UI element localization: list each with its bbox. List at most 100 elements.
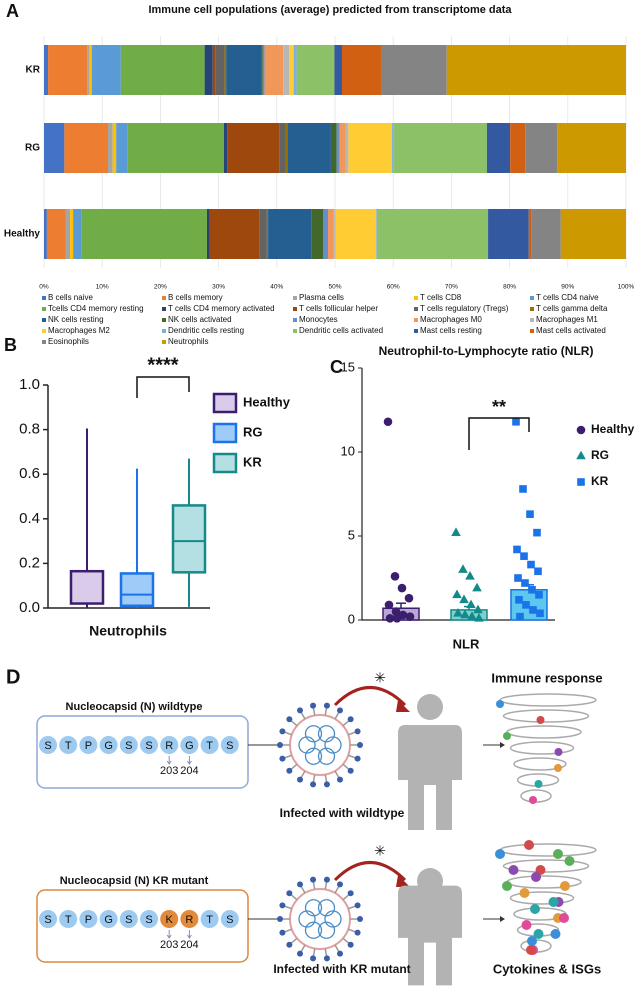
spike-head [277, 742, 283, 748]
residue-letter: R [165, 740, 173, 752]
legend-label: NK cells activated [168, 315, 232, 324]
legend-swatch [414, 296, 418, 300]
spike-head [286, 941, 293, 948]
bar-segment [348, 123, 393, 173]
x-tick-label: 0% [39, 284, 49, 291]
point [383, 417, 393, 427]
legend-label: Monocytes [299, 315, 338, 324]
position-arrow [186, 930, 192, 939]
icon: ✳ [374, 843, 386, 859]
residue [39, 736, 57, 754]
legend-label: T cells CD4 memory activated [168, 304, 275, 313]
residue-letter: G [185, 740, 194, 752]
outcome: Immune response [491, 670, 602, 685]
point [519, 485, 527, 493]
cytokine [564, 856, 575, 866]
bar-segment [224, 45, 227, 95]
legend-label: Dendritic cells activated [299, 326, 383, 335]
point [512, 417, 520, 426]
point [460, 609, 470, 619]
residue [220, 736, 239, 754]
spike-head [347, 716, 354, 723]
bar-segment [209, 209, 260, 259]
bar-segment [393, 123, 487, 173]
spike-head [310, 955, 317, 962]
bar-segment [264, 45, 284, 95]
residue [59, 736, 78, 754]
legend-label: Healthy [243, 394, 291, 409]
bar-segment [488, 209, 529, 259]
cytokine [495, 849, 505, 859]
tornado-ring [502, 859, 590, 873]
legend-marker [577, 478, 585, 486]
residue [180, 910, 199, 928]
bar-segment [323, 209, 329, 259]
y-tick-label: 0.6 [19, 465, 40, 482]
spike-head [279, 929, 286, 936]
legend-label: Macrophages M1 [536, 315, 598, 324]
legend-swatch [293, 296, 297, 300]
point [474, 613, 484, 622]
legend-swatch [414, 307, 418, 311]
rna-coil [317, 747, 336, 765]
spike-head [297, 881, 303, 888]
spike-head [286, 767, 293, 774]
bar-segment [227, 123, 280, 173]
point [405, 612, 415, 621]
bar-segment [528, 209, 532, 259]
legend-swatch [212, 452, 238, 474]
rna-coil [317, 921, 336, 939]
legend-label: Healthy [591, 422, 635, 436]
tornado [495, 840, 597, 955]
bar-segment [293, 45, 297, 95]
point [516, 612, 524, 621]
significance: **** [147, 354, 178, 376]
bar-segment [262, 45, 265, 95]
point [384, 600, 394, 610]
point [385, 614, 395, 623]
spike-head [354, 755, 361, 762]
spike-head [310, 702, 317, 709]
point [514, 574, 522, 582]
bar-segment [44, 209, 47, 259]
point [527, 560, 535, 569]
residue-letter: P [85, 740, 92, 752]
point [459, 594, 469, 604]
residue-letter: T [206, 914, 213, 926]
y-tick-label: KR [26, 65, 41, 76]
caption: Infected with KR mutant [273, 962, 410, 976]
residue [59, 910, 78, 928]
bar-segment [279, 123, 286, 173]
spike-head [337, 776, 343, 783]
y-tick-label: 1.0 [19, 376, 40, 393]
legend-label: T cells gamma delta [536, 304, 608, 313]
panel-d: D Nucleocapsid (N) wildtype Nucleocapsid… [6, 666, 603, 986]
residue [200, 910, 219, 928]
cytokine [560, 881, 570, 891]
tornado-ring [509, 891, 575, 905]
residue-letter: S [125, 914, 132, 926]
rna-coil [324, 736, 342, 754]
rna-coil [298, 910, 316, 928]
cytokine [533, 929, 544, 939]
x-axis-label: NLR [453, 636, 480, 651]
point [529, 606, 537, 614]
y-tick-label: 0.0 [19, 599, 40, 616]
residue [79, 910, 98, 928]
tornado-ring [513, 757, 567, 771]
spike-head [297, 707, 303, 714]
point [526, 510, 534, 518]
infection-arrow [333, 861, 407, 882]
legend-swatch [162, 296, 166, 300]
residue-letter: S [226, 914, 233, 926]
virus [277, 876, 363, 962]
legend-label: Dendritic cells resting [168, 326, 244, 335]
residue [39, 910, 57, 928]
spike-head [297, 776, 303, 783]
spike-head [286, 716, 293, 723]
residue [220, 910, 239, 928]
bar-segment [287, 123, 331, 173]
tornado-ring [506, 725, 582, 739]
x-tick-label: 60% [387, 284, 400, 291]
